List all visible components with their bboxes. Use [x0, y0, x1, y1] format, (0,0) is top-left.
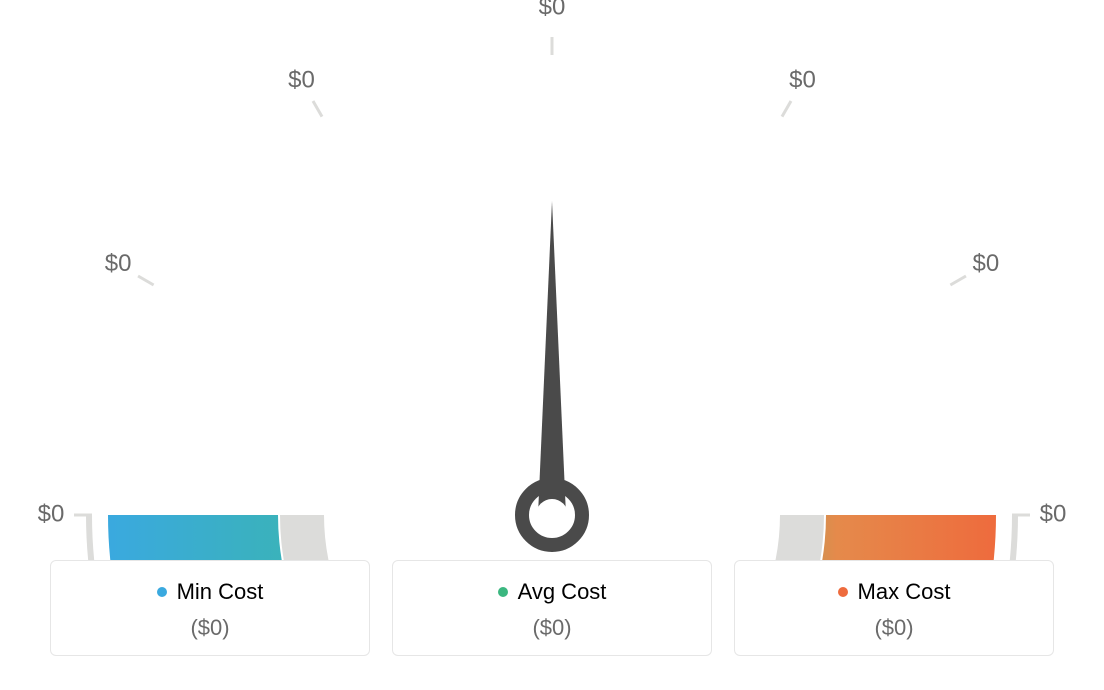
gauge-minor-tick	[937, 363, 969, 375]
gauge-chart: $0 $0 $0 $0 $0 $0 $0	[0, 0, 1104, 560]
legend-dot-avg	[498, 587, 508, 597]
gauge-tick-label: $0	[789, 66, 816, 93]
gauge-major-tick	[950, 276, 966, 285]
legend-dot-min	[157, 587, 167, 597]
gauge-minor-tick	[267, 175, 289, 201]
gauge-svg: $0 $0 $0 $0 $0 $0 $0	[0, 0, 1104, 560]
gauge-minor-tick	[115, 438, 148, 444]
legend-title-min: Min Cost	[157, 579, 264, 605]
gauge-minor-tick	[866, 230, 892, 252]
legend-value-avg: ($0)	[403, 615, 701, 641]
legend-label-avg: Avg Cost	[518, 579, 607, 605]
gauge-tick-label: $0	[38, 500, 65, 527]
gauge-tick-label: $0	[105, 250, 132, 277]
legend-dot-max	[838, 587, 848, 597]
gauge-minor-tick	[816, 175, 838, 201]
legend-row: Min Cost ($0) Avg Cost ($0) Max Cost ($0…	[50, 560, 1054, 656]
gauge-tick-label: $0	[288, 66, 315, 93]
legend-title-avg: Avg Cost	[498, 579, 607, 605]
legend-label-min: Min Cost	[177, 579, 264, 605]
legend-box-min: Min Cost ($0)	[50, 560, 370, 656]
legend-value-min: ($0)	[61, 615, 359, 641]
legend-box-max: Max Cost ($0)	[734, 560, 1054, 656]
gauge-minor-tick	[212, 230, 238, 252]
legend-title-max: Max Cost	[838, 579, 951, 605]
gauge-tick-label: $0	[973, 250, 1000, 277]
gauge-minor-tick	[623, 78, 629, 111]
gauge-tick-label: $0	[1040, 500, 1067, 527]
gauge-minor-tick	[400, 98, 412, 130]
gauge-major-tick	[138, 276, 154, 285]
legend-label-max: Max Cost	[858, 579, 951, 605]
legend-value-max: ($0)	[745, 615, 1043, 641]
gauge-minor-tick	[135, 363, 167, 375]
gauge-needle	[522, 201, 582, 545]
gauge-tick-label: $0	[539, 0, 566, 20]
gauge-minor-tick	[475, 78, 481, 111]
gauge-minor-tick	[956, 438, 989, 444]
gauge-major-tick	[313, 101, 322, 117]
gauge-major-tick	[782, 101, 791, 117]
gauge-minor-tick	[692, 98, 704, 130]
legend-box-avg: Avg Cost ($0)	[392, 560, 712, 656]
